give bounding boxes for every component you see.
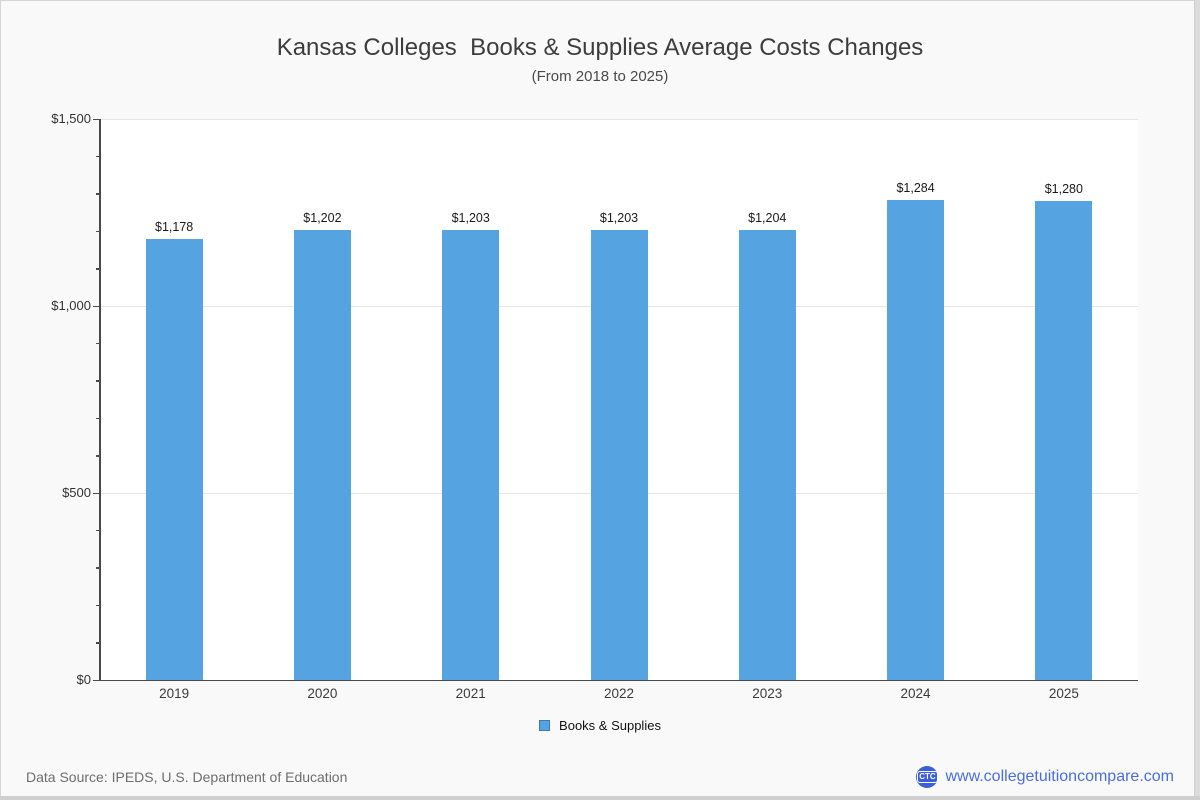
x-axis-line: [94, 679, 1138, 681]
right-scrollbar-track[interactable]: [1194, 0, 1200, 800]
legend-swatch-books-supplies: [539, 720, 551, 731]
bar-value-label-2024: $1,284: [896, 180, 935, 195]
bar-2021[interactable]: [442, 230, 500, 680]
bar-value-label-2020: $1,202: [303, 211, 342, 226]
y-minor-tick-800: [96, 380, 100, 382]
y-minor-tick-900: [96, 342, 100, 345]
y-axis-label-500: $500: [62, 485, 91, 500]
y-major-tick-1000: [93, 305, 100, 307]
y-minor-tick-1400: [96, 155, 100, 158]
y-minor-tick-1200: [96, 230, 100, 233]
bar-value-label-2022: $1,203: [599, 211, 639, 226]
bar-2020[interactable]: [293, 230, 351, 680]
site-link[interactable]: CTC www.collegetuitioncompare.com: [916, 766, 1174, 788]
y-axis-label-1500: $1,500: [51, 111, 91, 126]
gridline-1500: [100, 119, 1138, 120]
chart-title: Kansas Colleges Books & Supplies Average…: [276, 34, 924, 61]
x-axis-label-2025: 2025: [1048, 686, 1079, 701]
y-minor-tick-300: [96, 567, 100, 569]
footer: Data Source: IPEDS, U.S. Department of E…: [0, 762, 1200, 792]
y-axis-line: [99, 119, 101, 681]
bar-value-label-2025: $1,280: [1044, 182, 1083, 197]
bar-value-label-2023: $1,204: [748, 210, 787, 225]
x-axis-label-2022: 2022: [603, 686, 634, 701]
y-major-tick-0: [93, 679, 100, 681]
ctc-logo-text: CTC: [917, 771, 938, 783]
legend[interactable]: Books & Supplies: [0, 718, 1200, 733]
data-source-text: Data Source: IPEDS, U.S. Department of E…: [26, 769, 348, 785]
x-axis-label-2021: 2021: [455, 686, 486, 701]
y-minor-tick-1300: [96, 193, 100, 195]
bar-value-label-2021: $1,203: [451, 211, 490, 226]
bar-2025[interactable]: [1035, 201, 1093, 680]
x-axis-label-2024: 2024: [900, 686, 931, 701]
y-minor-tick-100: [96, 642, 100, 644]
y-minor-tick-200: [96, 604, 100, 607]
bar-2023[interactable]: [738, 229, 796, 680]
legend-label: Books & Supplies: [559, 718, 661, 733]
y-minor-tick-1100: [96, 268, 100, 270]
bar-value-label-2019: $1,178: [155, 220, 194, 235]
bar-2019[interactable]: [145, 239, 203, 680]
y-major-tick-500: [93, 492, 100, 494]
x-axis-label-2019: 2019: [159, 686, 190, 701]
y-axis-label-0: $0: [76, 672, 91, 687]
chart-subtitle: (From 2018 to 2025): [531, 68, 669, 85]
y-major-tick-1500: [93, 118, 100, 120]
y-axis-label-1000: $1,000: [51, 298, 91, 313]
y-minor-tick-600: [96, 455, 100, 457]
bar-2022[interactable]: [590, 230, 648, 680]
y-minor-tick-400: [96, 529, 100, 532]
site-link-label: www.collegetuitioncompare.com: [945, 768, 1174, 785]
ctc-logo-icon: CTC: [916, 766, 939, 788]
y-minor-tick-700: [96, 417, 100, 420]
x-axis-label-2020: 2020: [307, 686, 338, 701]
x-axis-label-2023: 2023: [752, 686, 783, 701]
bottom-window-edge: [0, 796, 1200, 800]
bar-2024[interactable]: [887, 199, 945, 680]
